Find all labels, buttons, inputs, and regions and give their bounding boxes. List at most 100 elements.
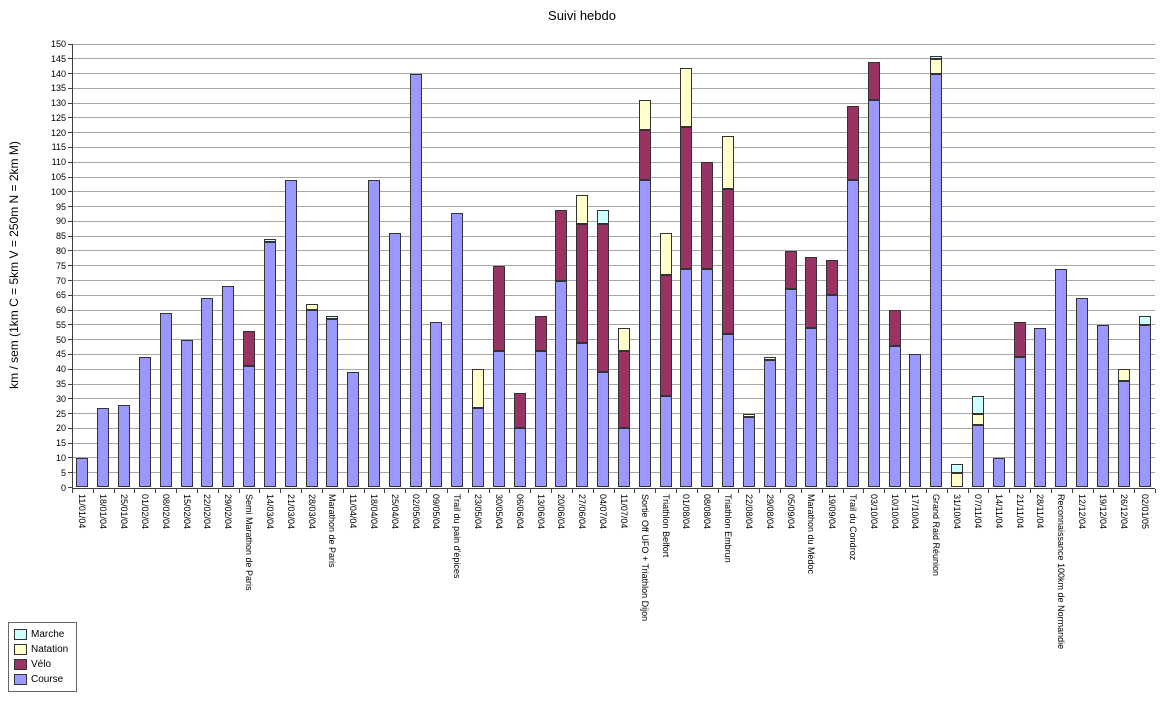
x-axis-label: Triathlon Belfort [660, 493, 671, 557]
x-axis-label: 17/10/04 [910, 493, 921, 529]
legend-item-velo: Vélo [14, 657, 68, 672]
x-axis-label: 29/08/04 [764, 493, 775, 529]
gridline [72, 102, 1155, 104]
y-axis-tick [68, 161, 72, 163]
bar-segment-marche [930, 55, 943, 59]
x-axis-label: 22/08/04 [743, 493, 754, 529]
x-axis-tick [280, 488, 282, 493]
legend-label-course: Course [31, 674, 64, 685]
x-axis-label: 19/09/04 [827, 493, 838, 529]
y-axis-tick [68, 280, 72, 282]
y-axis-tick-label: 60 [55, 305, 66, 316]
bar-segment-marche [597, 209, 610, 225]
gridline [72, 442, 1155, 444]
y-axis-tick-label: 0 [60, 482, 66, 493]
x-axis-tick [551, 488, 553, 493]
x-axis-label: Reconnaissance 100km de Normandie [1056, 493, 1067, 649]
y-axis-tick [68, 250, 72, 252]
y-axis-tick-label: 115 [51, 142, 66, 153]
x-axis-tick [946, 488, 948, 493]
bar-segment-natation [472, 369, 485, 408]
bar-segment-velo [659, 274, 672, 396]
x-axis-tick [1134, 488, 1136, 493]
x-axis-label: Grand Raid Réunion [931, 493, 942, 576]
bar-segment-course [222, 286, 235, 488]
bar-segment-course [243, 366, 256, 488]
bar-segment-course [1117, 381, 1130, 488]
y-axis-tick [68, 487, 72, 488]
bar-segment-velo [243, 330, 256, 367]
x-axis-label: 25/04/04 [389, 493, 400, 529]
x-axis-label: 18/04/04 [368, 493, 379, 529]
y-axis-tick [68, 146, 72, 148]
y-axis-tick [68, 442, 72, 444]
x-axis-label: 10/10/04 [889, 493, 900, 529]
x-axis-label: 11/04/04 [348, 493, 359, 528]
x-axis-tick [863, 488, 865, 493]
x-axis-tick [384, 488, 386, 493]
y-axis-tick-label: 130 [50, 98, 66, 109]
x-axis-tick [780, 488, 782, 493]
x-axis-tick [196, 488, 198, 493]
gridline [72, 280, 1155, 282]
x-axis-label: 02/05/04 [410, 493, 421, 529]
x-axis-tick [113, 488, 115, 493]
x-axis-tick [571, 488, 573, 493]
x-axis-label: 12/12/04 [1077, 493, 1088, 529]
bar-segment-course [826, 295, 839, 488]
x-axis-tick [884, 488, 886, 493]
bar-segment-course [1096, 324, 1109, 488]
y-axis-line [72, 44, 73, 488]
bar-segment-course [680, 268, 693, 488]
bar-segment-natation [951, 472, 964, 488]
x-axis-tick [842, 488, 844, 493]
x-axis-tick [176, 488, 178, 493]
y-axis-tick [68, 176, 72, 178]
bar-segment-course [409, 73, 422, 488]
y-axis-tick-label: 50 [55, 334, 66, 345]
gridline [72, 191, 1155, 193]
bar-segment-course [326, 318, 339, 488]
gridline [72, 87, 1155, 89]
y-axis-tick [68, 309, 72, 311]
y-axis-tick [68, 353, 72, 355]
y-axis-tick-label: 90 [55, 216, 66, 227]
legend-swatch-velo [14, 659, 27, 670]
bar-segment-marche [263, 239, 276, 243]
y-axis-tick [68, 43, 72, 45]
gridline [72, 427, 1155, 429]
bar-segment-natation [617, 327, 630, 352]
bar-segment-natation [930, 58, 943, 74]
x-axis-label: Marathon du Médoc [806, 493, 817, 574]
legend: Marche Natation Vélo Course [8, 622, 78, 692]
y-axis-tick [68, 132, 72, 134]
x-axis-label: 02/01/05 [1139, 493, 1150, 529]
bar-segment-course [180, 339, 193, 488]
y-axis-tick-label: 35 [55, 379, 66, 390]
x-axis-label: 27/06/04 [577, 493, 588, 529]
bar-segment-course [97, 407, 110, 488]
gridline [72, 250, 1155, 252]
y-axis-tick [68, 383, 72, 385]
bar-segment-course [784, 289, 797, 488]
bar-segment-velo [805, 256, 818, 328]
y-axis-tick [68, 206, 72, 208]
bar-segment-course [867, 100, 880, 488]
bar-segment-course [659, 395, 672, 488]
bar-segment-course [597, 372, 610, 488]
bar-segment-marche [1138, 316, 1151, 325]
x-axis-label: Trail du pain d'épices [452, 493, 463, 578]
legend-label-natation: Natation [31, 644, 69, 655]
bar-segment-velo [888, 310, 901, 346]
x-axis-tick [1113, 488, 1115, 493]
legend-swatch-marche [14, 629, 27, 640]
x-axis-label: Sortie Off UFO + Triathlon Dijon [639, 493, 650, 621]
x-axis-tick [72, 488, 73, 493]
x-axis-label: 29/02/04 [223, 493, 234, 529]
bar-segment-course [388, 233, 401, 488]
x-axis-label: 01/02/04 [139, 493, 150, 529]
bar-segment-velo [784, 250, 797, 290]
y-axis-tick [68, 87, 72, 89]
x-axis-label: 23/05/04 [473, 493, 484, 529]
legend-item-course: Course [14, 672, 68, 687]
